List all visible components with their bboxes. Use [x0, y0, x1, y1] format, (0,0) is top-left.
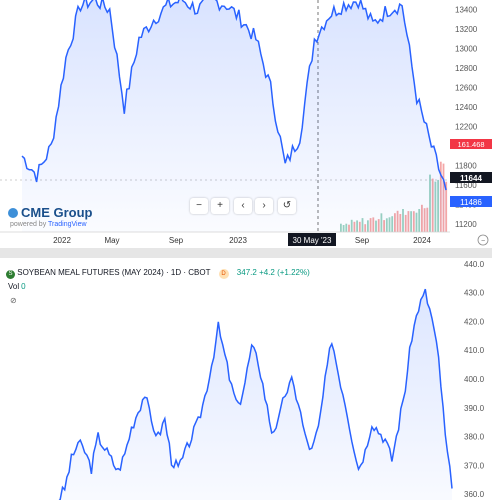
y-tick-label: 370.0 [464, 461, 485, 470]
soybean-meal-chart[interactable]: 360.0 370.0 380.0 390.0 400.0 410.0 420.0 430.0… [0, 258, 492, 500]
y-tick-label: 11800 [455, 162, 477, 171]
x-tick-label: Sep [169, 236, 184, 245]
minus-icon: − [481, 238, 485, 245]
y-tick-label: 12400 [455, 103, 478, 112]
current-price-label: 11644 [460, 174, 482, 183]
y-axis-ticks: 360.0 370.0 380.0 390.0 400.0 410.0 420.0 430.0… [464, 260, 485, 499]
tradingview-brand[interactable]: TradingView [48, 221, 87, 228]
y-tick-label: 11600 [455, 181, 477, 190]
cme-globe-icon [8, 208, 18, 218]
scroll-left-button[interactable]: ‹ [234, 198, 252, 214]
y-tick-label: 380.0 [464, 433, 485, 442]
price-area [58, 289, 452, 500]
volume-bar [445, 181, 448, 232]
vol-value: 0 [21, 282, 26, 291]
zoom-out-button[interactable]: − [190, 198, 208, 214]
last-price: 347.2 [236, 268, 257, 277]
red-price-label-bg [450, 139, 492, 149]
current-price-label-bg [450, 172, 492, 183]
powered-by-label: powered by [10, 221, 47, 228]
delayed-badge: D [218, 269, 229, 279]
y-axis-ticks: 1120011400116001180012000122001240012600… [455, 6, 478, 229]
price-line [21, 0, 447, 191]
x-tick-label: 2022 [53, 236, 71, 245]
top-price-chart[interactable]: 1120011400116001180012000122001240012600… [0, 0, 492, 248]
bottom-chart-panel[interactable]: 360.0 370.0 380.0 390.0 400.0 410.0 420.0 430.0… [0, 258, 492, 500]
blue-price-label: 11486 [460, 198, 482, 207]
symbol-icon: S [6, 270, 15, 279]
y-tick-label: 420.0 [464, 317, 485, 326]
scroll-right-button[interactable]: › [255, 198, 273, 214]
y-tick-label: 12200 [455, 123, 478, 132]
price-area [22, 0, 446, 232]
x-tick-label: 2023 [229, 236, 247, 245]
x-tick-label: 2024 [413, 236, 431, 245]
price-line [58, 288, 453, 500]
y-tick-label: 440.0 [464, 260, 485, 269]
price-change: +4.2 (+1.22%) [259, 268, 310, 277]
y-tick-label: 12600 [455, 84, 478, 93]
vol-label: Vol [8, 282, 20, 291]
y-tick-label: 13000 [455, 45, 478, 54]
y-tick-label: 430.0 [464, 289, 485, 298]
y-tick-label: 390.0 [464, 404, 485, 413]
x-axis-ticks: 2022 May Sep 2023 Sep 2024 [53, 236, 431, 245]
y-tick-label: 13200 [455, 25, 478, 34]
powered-by-text: powered by TradingView [10, 221, 87, 228]
y-tick-label: 11200 [455, 220, 477, 229]
volume-legend: Vol 0 [8, 282, 26, 291]
y-tick-label: 360.0 [464, 490, 485, 499]
date-tag: 30 May '23 [293, 236, 332, 245]
y-tick-label: 13400 [455, 6, 478, 15]
hide-indicator-icon[interactable]: ⊘ [10, 296, 17, 305]
settings-circle-icon [477, 234, 489, 246]
panel-divider [0, 248, 492, 258]
date-tag-bg [288, 233, 336, 246]
x-tick-label: Sep [355, 236, 370, 245]
red-price-label: 161.468 [457, 140, 484, 149]
y-tick-label: 410.0 [464, 346, 485, 355]
symbol-title[interactable]: SOYBEAN MEAL FUTURES (MAY 2024) · 1D · C… [17, 268, 211, 277]
y-tick-label: 400.0 [464, 375, 485, 384]
y-tick-label: 12800 [455, 64, 478, 73]
chart-legend: S SOYBEAN MEAL FUTURES (MAY 2024) · 1D ·… [6, 268, 310, 279]
x-tick-label: May [104, 236, 119, 245]
reset-chart-button[interactable]: ↺ [278, 198, 296, 214]
cme-group-logo: CME Group [8, 205, 93, 220]
logo-text: CME Group [21, 205, 93, 220]
top-chart-panel[interactable]: 1120011400116001180012000122001240012600… [0, 0, 492, 248]
zoom-in-button[interactable]: + [211, 198, 229, 214]
blue-price-label-bg [450, 196, 492, 207]
